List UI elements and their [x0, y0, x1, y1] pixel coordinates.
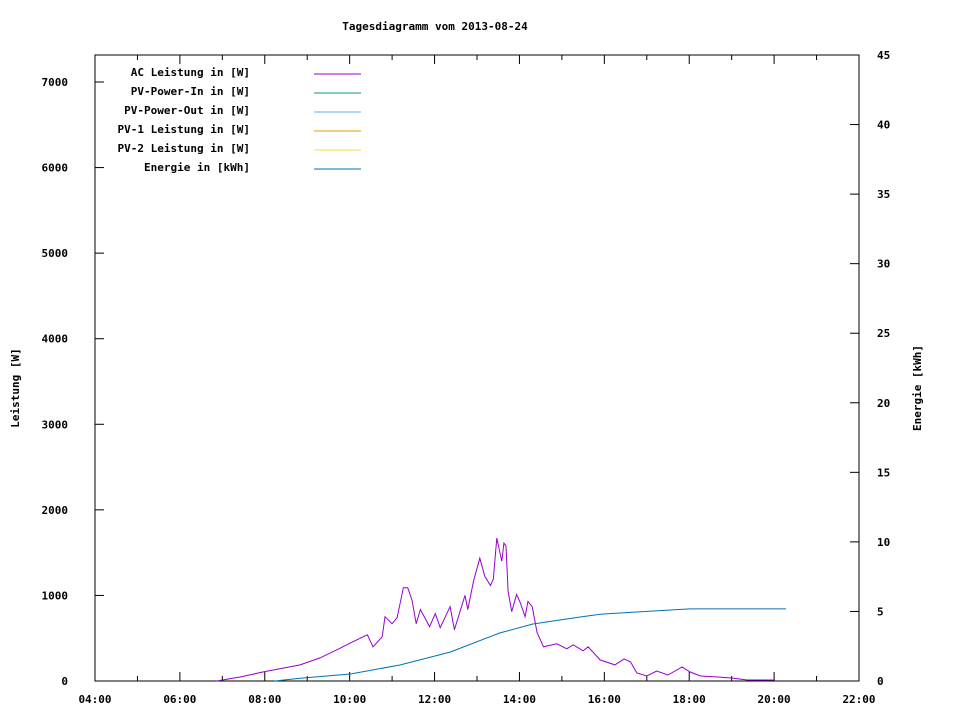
y-tick-label: 0 — [61, 675, 68, 688]
y2-tick-label: 5 — [877, 605, 884, 618]
x-tick-label: 10:00 — [333, 693, 366, 706]
x-tick-label: 14:00 — [503, 693, 536, 706]
series-line-0 — [216, 537, 775, 682]
y2-tick-label: 0 — [877, 675, 884, 688]
legend-label: PV-2 Leistung in [W] — [118, 142, 250, 155]
y-tick-label: 1000 — [42, 589, 69, 602]
chart-title: Tagesdiagramm vom 2013-08-24 — [342, 20, 528, 33]
y-axis-label: Leistung [W] — [9, 348, 22, 427]
y2-tick-label: 25 — [877, 327, 890, 340]
legend-label: PV-1 Leistung in [W] — [118, 123, 250, 136]
y2-tick-label: 45 — [877, 49, 890, 62]
x-tick-label: 16:00 — [588, 693, 621, 706]
y2-tick-label: 35 — [877, 188, 890, 201]
legend: AC Leistung in [W] PV-Power-In in [W] PV-P… — [118, 66, 361, 174]
series-line-5 — [274, 608, 787, 682]
x-tick-label: 20:00 — [758, 693, 791, 706]
y2-axis-label: Energie [kWh] — [911, 345, 924, 431]
y2-tick-label: 15 — [877, 466, 890, 479]
y-tick-label: 7000 — [42, 76, 69, 89]
x-tick-label: 08:00 — [248, 693, 281, 706]
y-tick-label: 3000 — [42, 418, 69, 431]
y2-tick-label: 30 — [877, 258, 890, 271]
x-tick-label: 18:00 — [673, 693, 706, 706]
y2-tick-label: 40 — [877, 119, 890, 132]
x-tick-label: 06:00 — [163, 693, 196, 706]
x-tick-label: 12:00 — [418, 693, 451, 706]
y-tick-label: 6000 — [42, 162, 69, 175]
legend-label: Energie in [kWh] — [144, 161, 250, 174]
y-tick-label: 5000 — [42, 247, 69, 260]
x-tick-label: 04:00 — [78, 693, 111, 706]
y-tick-label: 2000 — [42, 504, 69, 517]
y2-tick-label: 20 — [877, 397, 890, 410]
legend-label: PV-Power-Out in [W] — [124, 104, 250, 117]
legend-label: PV-Power-In in [W] — [131, 85, 250, 98]
y-tick-label: 4000 — [42, 333, 69, 346]
x-tick-label: 22:00 — [842, 693, 875, 706]
y2-tick-label: 10 — [877, 536, 890, 549]
legend-label: AC Leistung in [W] — [131, 66, 250, 79]
